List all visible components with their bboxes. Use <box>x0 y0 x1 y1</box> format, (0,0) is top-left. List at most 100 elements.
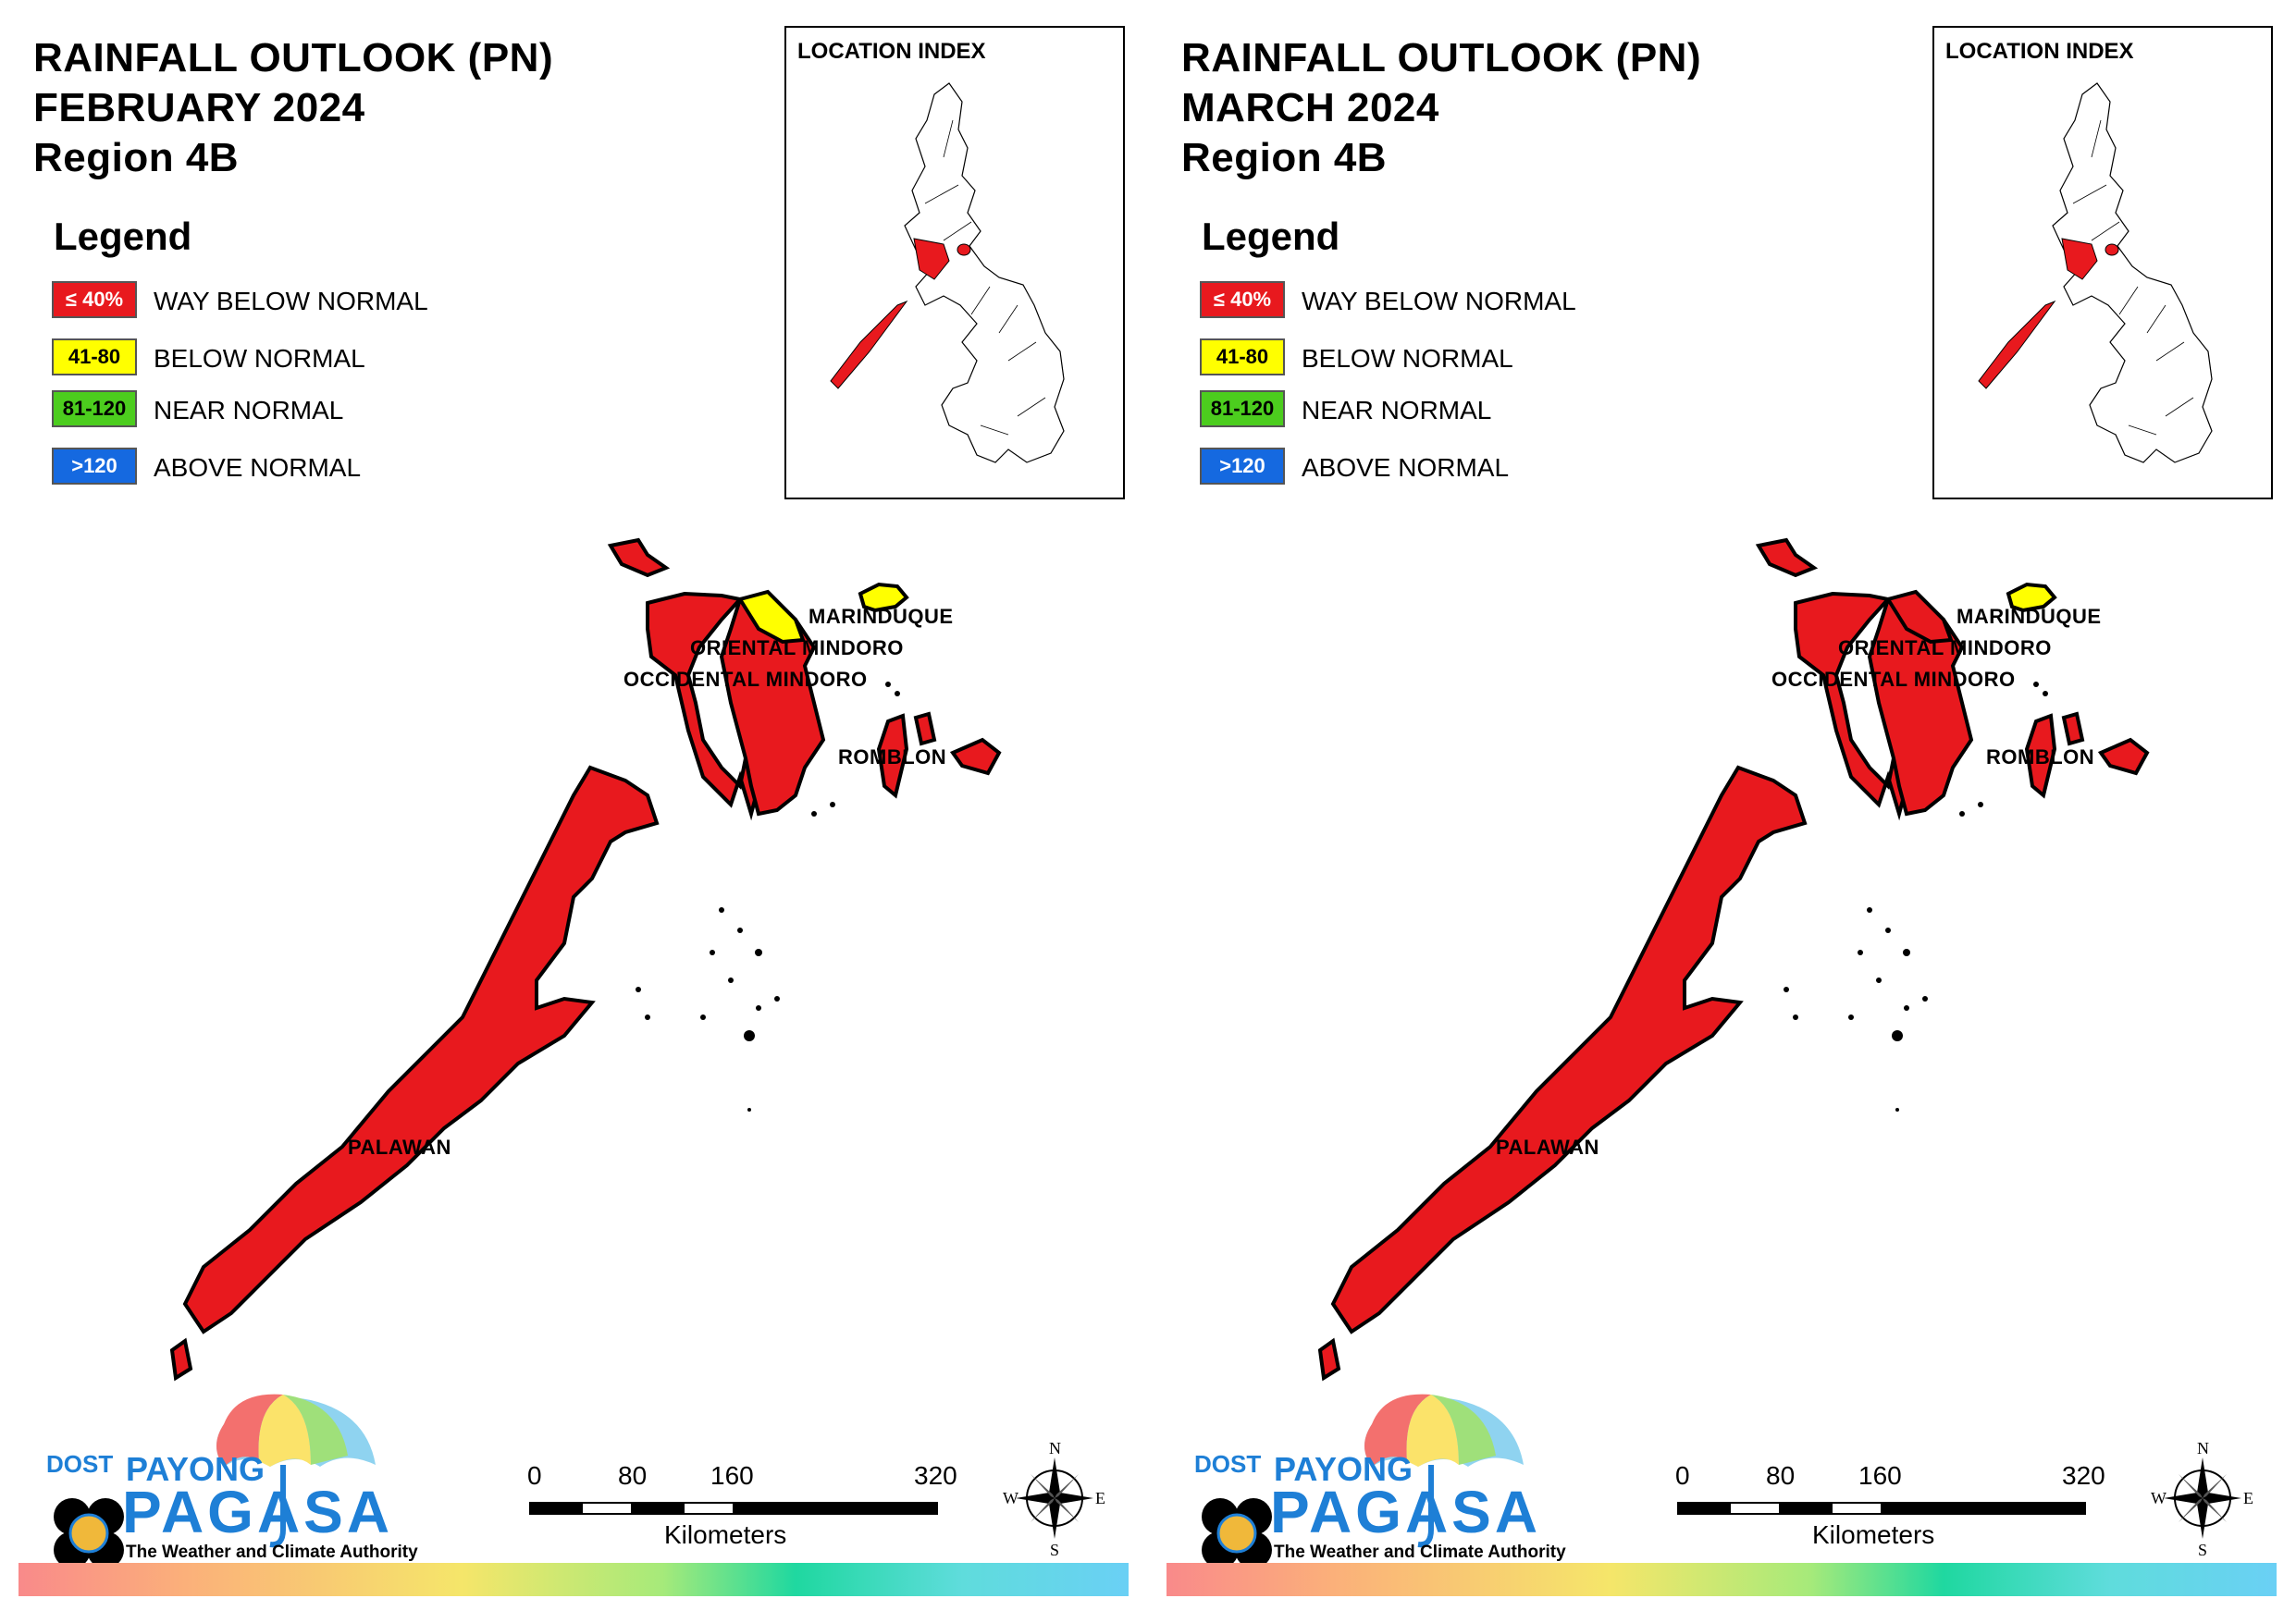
svg-text:S: S <box>1050 1541 1059 1559</box>
logo-payong: PAYONG <box>126 1450 265 1488</box>
outlook-panel-1: RAINFALL OUTLOOK (PN) MARCH 2024 Region … <box>1148 0 2296 1623</box>
title-line-1: RAINFALL OUTLOOK (PN) <box>1181 35 1702 80</box>
mindoro-north-island <box>607 537 671 578</box>
logo-pagasa: PAGASA <box>1270 1479 1542 1545</box>
place-label-oriental-mindoro: ORIENTAL MINDORO <box>1838 636 2052 659</box>
title-line-1: RAINFALL OUTLOOK (PN) <box>33 35 554 80</box>
philippines-index-map <box>1978 82 2213 463</box>
romblon-shape-3 <box>913 711 937 746</box>
region-4b-map <box>169 537 1002 1382</box>
title-month: FEBRUARY 2024 <box>33 85 365 130</box>
palawan-south-tip <box>169 1337 193 1382</box>
location-index-title: LOCATION INDEX <box>797 39 986 64</box>
scale-unit: Kilometers <box>664 1520 787 1549</box>
outlook-panel-0: RAINFALL OUTLOOK (PN) FEBRUARY 2024 Regi… <box>19 26 1129 1596</box>
title-region: Region 4B <box>1181 135 1388 180</box>
romblon-shape-1 <box>2097 737 2150 776</box>
logo-dost: DOST <box>46 1450 114 1478</box>
index-marinduque <box>2105 243 2119 256</box>
place-label-oriental-mindoro: ORIENTAL MINDORO <box>690 636 904 659</box>
legend-label: BELOW NORMAL <box>1302 344 1513 373</box>
palawan-shape <box>182 765 660 1334</box>
umbrella-icon <box>54 1394 376 1567</box>
svg-text:N: N <box>2197 1439 2209 1457</box>
legend-label: BELOW NORMAL <box>154 344 365 373</box>
map-title: RAINFALL OUTLOOK (PN) MARCH 2024 Region … <box>1181 33 1701 183</box>
legend-label: NEAR NORMAL <box>154 396 344 424</box>
legend-swatch: ≤ 40% <box>52 281 137 318</box>
location-index-title: LOCATION INDEX <box>1945 39 2134 64</box>
oriental-mindoro-north <box>736 589 806 645</box>
scale-tick: 80 <box>618 1461 648 1490</box>
index-palawan <box>1978 300 2056 389</box>
place-label-marinduque: MARINDUQUE <box>1957 605 2102 628</box>
logo-tagline: The Weather and Climate Authority <box>1274 1543 1566 1562</box>
region-4b-map <box>1317 537 2150 1382</box>
svg-text:N: N <box>1049 1439 1061 1457</box>
svg-text:W: W <box>2151 1489 2166 1507</box>
scale-unit: Kilometers <box>1812 1520 1935 1549</box>
compass-rose-icon: N E S W <box>1003 1439 1105 1559</box>
logo-pagasa: PAGASA <box>122 1479 394 1545</box>
scale-tick: 320 <box>914 1461 957 1490</box>
legend-swatch: ≤ 40% <box>1200 281 1285 318</box>
scale-tick: 160 <box>1858 1461 1902 1490</box>
small-islands <box>1784 682 2048 1112</box>
oriental-mindoro-north <box>1884 589 1954 645</box>
logo-tagline: The Weather and Climate Authority <box>126 1543 418 1562</box>
legend-label: WAY BELOW NORMAL <box>1302 287 1576 315</box>
umbrella-icon <box>1202 1394 1524 1567</box>
philippines-index-map <box>830 82 1065 463</box>
legend-title: Legend <box>54 215 192 258</box>
scale-bar: 0 80 160 320 Kilometers <box>1675 1454 2105 1555</box>
logo-dost: DOST <box>1194 1450 1262 1478</box>
small-islands <box>636 682 900 1112</box>
legend-label: ABOVE NORMAL <box>154 453 362 482</box>
mindoro-north-island <box>1755 537 1819 578</box>
svg-text:E: E <box>2243 1489 2253 1507</box>
color-band <box>19 1563 1129 1596</box>
place-label-palawan: PALAWAN <box>1496 1136 1599 1159</box>
romblon-shape-2 <box>876 713 909 799</box>
color-band <box>1167 1563 2277 1596</box>
legend-swatch: 81-120 <box>52 390 137 427</box>
pagasa-logo: DOST PAYONG PAGASA The Weather and Clima… <box>1181 1391 1566 1567</box>
svg-text:E: E <box>1095 1489 1105 1507</box>
scale-bar: 0 80 160 320 Kilometers <box>527 1454 957 1555</box>
scale-tick: 80 <box>1766 1461 1796 1490</box>
place-label-romblon: ROMBLON <box>838 745 947 768</box>
scale-tick: 0 <box>527 1461 542 1490</box>
oriental-mindoro-shape <box>719 591 826 817</box>
place-label-palawan: PALAWAN <box>348 1136 451 1159</box>
index-palawan <box>830 300 908 389</box>
index-mindoro <box>2061 238 2098 280</box>
place-label-occidental-mindoro: OCCIDENTAL MINDORO <box>1771 668 2016 691</box>
location-index: LOCATION INDEX <box>1932 26 2273 499</box>
legend-swatch: 41-80 <box>52 338 137 375</box>
place-label-occidental-mindoro: OCCIDENTAL MINDORO <box>623 668 868 691</box>
place-label-marinduque: MARINDUQUE <box>809 605 954 628</box>
compass-rose-icon: N E S W <box>2151 1439 2253 1559</box>
legend-title: Legend <box>1202 215 1340 258</box>
legend-swatch: 81-120 <box>1200 390 1285 427</box>
scale-tick: 320 <box>2062 1461 2105 1490</box>
legend-label: WAY BELOW NORMAL <box>154 287 428 315</box>
palawan-shape <box>1330 765 1808 1334</box>
pagasa-logo: DOST PAYONG PAGASA The Weather and Clima… <box>33 1391 418 1567</box>
legend-label: NEAR NORMAL <box>1302 396 1492 424</box>
romblon-shape-1 <box>949 737 1002 776</box>
title-month: MARCH 2024 <box>1181 85 1439 130</box>
index-mindoro <box>913 238 950 280</box>
legend-label: ABOVE NORMAL <box>1302 453 1510 482</box>
legend-swatch: >120 <box>52 448 137 485</box>
svg-text:S: S <box>2198 1541 2207 1559</box>
romblon-shape-3 <box>2061 711 2085 746</box>
oriental-mindoro-shape <box>1867 591 1974 817</box>
legend-swatch: 41-80 <box>1200 338 1285 375</box>
scale-tick: 0 <box>1675 1461 1690 1490</box>
legend-swatch: >120 <box>1200 448 1285 485</box>
marinduque-shape <box>2006 582 2057 613</box>
svg-text:W: W <box>1003 1489 1018 1507</box>
location-index: LOCATION INDEX <box>784 26 1125 499</box>
scale-tick: 160 <box>710 1461 754 1490</box>
